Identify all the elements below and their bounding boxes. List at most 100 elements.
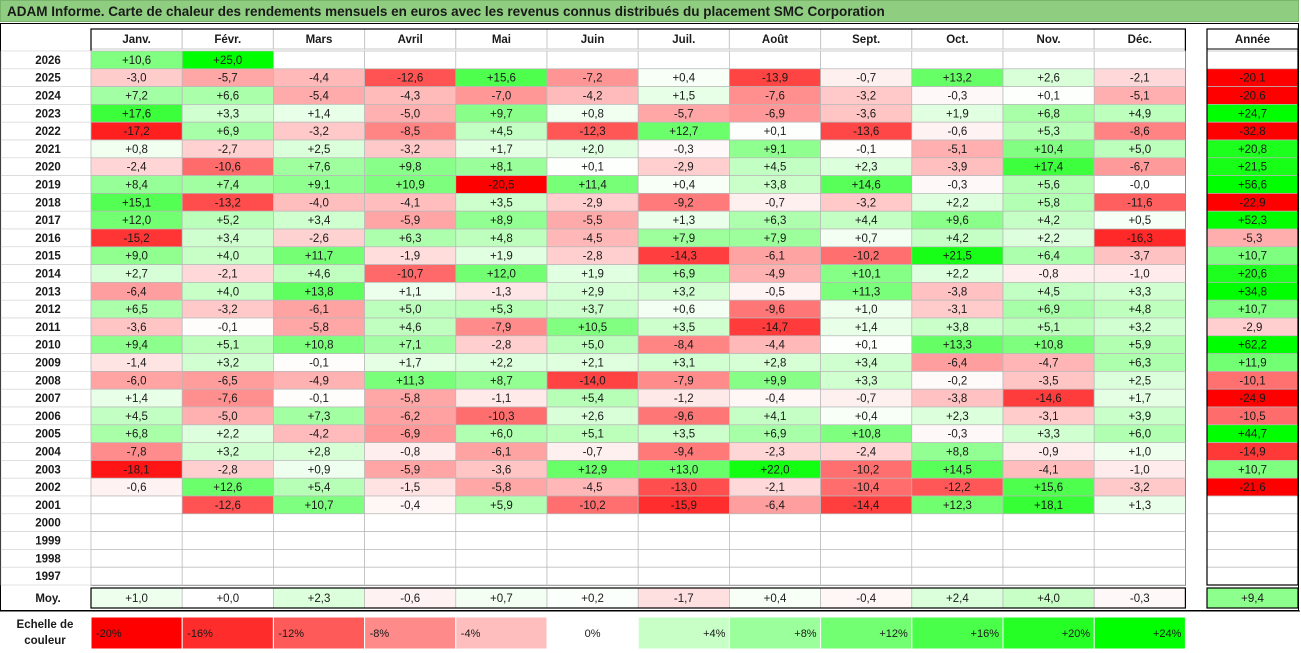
cell-value-2018-10: +2,2 [946, 197, 969, 209]
cell-value-2007-4: -5,8 [400, 393, 420, 405]
cell-value-2005-5: +6,0 [490, 429, 513, 441]
year-label-2007: 2007 [35, 393, 61, 405]
cell-value-2024-3: -5,4 [309, 91, 329, 103]
month-header-12: Déc. [1128, 34, 1152, 46]
heatmap-cell [90, 513, 183, 532]
cell-value-2009-2: +3,2 [216, 358, 239, 370]
cell-value-2003-3: +0,9 [308, 464, 331, 476]
cell-value-2002-8: -2,1 [765, 482, 785, 494]
month-header-2: Févr. [214, 34, 241, 46]
scale-step-12: +24% [1153, 628, 1182, 640]
heatmap-cell [729, 513, 821, 532]
cell-value-2020-1: -2,4 [127, 162, 147, 174]
annual-cell [1206, 50, 1299, 70]
cell-value-2017-10: +9,6 [946, 215, 969, 227]
month-header-5: Mai [492, 34, 511, 46]
month-header-7: Juil. [672, 34, 695, 46]
cell-value-2025-12: -2,1 [1130, 73, 1150, 85]
cell-value-2023-7: -5,7 [674, 108, 694, 120]
heatmap-cell [1002, 549, 1095, 568]
cell-value-2006-10: +2,3 [946, 411, 969, 423]
heatmap-cell [90, 531, 183, 550]
average-value-8: +0,4 [764, 593, 787, 605]
cell-value-2007-8: -0,4 [765, 393, 785, 405]
cell-value-2015-5: +1,9 [490, 251, 513, 263]
cell-value-2018-11: +5,8 [1037, 197, 1060, 209]
cell-value-2013-2: +4,0 [216, 286, 239, 298]
year-label-2017: 2017 [35, 215, 61, 227]
cell-value-2014-11: -0,8 [1039, 269, 1059, 281]
cell-value-2025-8: -13,9 [762, 73, 788, 85]
annual-value-2012: +10,7 [1238, 304, 1267, 316]
heatmap-cell [1002, 531, 1095, 550]
cell-value-2015-3: +11,7 [305, 251, 333, 263]
cell-value-2021-4: -3,2 [400, 144, 420, 156]
cell-value-2011-3: -5,8 [309, 322, 329, 334]
cell-value-2009-7: +3,1 [672, 358, 695, 370]
cell-value-2002-3: +5,4 [308, 482, 331, 494]
average-value-4: -0,6 [400, 593, 420, 605]
cell-value-2021-1: +0,8 [125, 144, 148, 156]
heatmap-cell [1002, 50, 1095, 70]
cell-value-2013-3: +13,8 [304, 286, 333, 298]
cell-value-2018-4: -4,1 [400, 197, 420, 209]
cell-value-2018-6: -2,9 [583, 197, 603, 209]
cell-value-2021-10: -5,1 [947, 144, 967, 156]
annual-value-2006: -10,5 [1239, 411, 1265, 423]
cell-value-2002-1: -0,6 [127, 482, 147, 494]
month-header-10: Oct. [946, 34, 968, 46]
year-label-2022: 2022 [35, 126, 61, 138]
cell-value-2025-6: -7,2 [583, 73, 603, 85]
cell-value-2014-7: +6,9 [672, 269, 695, 281]
heatmap-cell [911, 50, 1004, 70]
cell-value-2011-12: +3,2 [1128, 322, 1151, 334]
cell-value-2002-10: -12,2 [944, 482, 970, 494]
annual-value-2019: +56,6 [1238, 180, 1267, 192]
cell-value-2023-2: +3,3 [216, 108, 239, 120]
annual-value-2010: +62,2 [1238, 340, 1267, 352]
cell-value-2017-9: +4,4 [855, 215, 878, 227]
heatmap-cell [729, 531, 821, 550]
year-label-2001: 2001 [35, 500, 61, 512]
cell-value-2018-3: -4,0 [309, 197, 329, 209]
cell-value-2010-9: +0,1 [855, 340, 878, 352]
heatmap-cell [90, 566, 183, 586]
cell-value-2022-11: +5,3 [1037, 126, 1060, 138]
cell-value-2015-10: +21,5 [943, 251, 972, 263]
cell-value-2018-9: -3,2 [856, 197, 876, 209]
year-label-2012: 2012 [35, 304, 61, 316]
heatmap-cell [455, 549, 548, 568]
heatmap-cell [273, 549, 365, 568]
annual-value-2015: +10,7 [1238, 251, 1267, 263]
cell-value-2020-3: +7,6 [308, 162, 331, 174]
cell-value-2021-7: -0,3 [674, 144, 694, 156]
heatmap-cell [546, 531, 639, 550]
heatmap-cell [911, 531, 1004, 550]
cell-value-2021-8: +9,1 [764, 144, 787, 156]
cell-value-2025-2: -5,7 [218, 73, 238, 85]
cell-value-2005-9: +10,8 [852, 429, 881, 441]
annual-value-2017: +52,3 [1238, 215, 1267, 227]
cell-value-2013-9: +11,3 [852, 286, 880, 298]
cell-value-2008-7: -7,9 [674, 375, 694, 387]
cell-value-2010-11: +10,8 [1034, 340, 1063, 352]
annual-value-2002: -21,6 [1239, 482, 1265, 494]
cell-value-2024-2: +6,6 [216, 91, 239, 103]
cell-value-2016-1: -15,2 [123, 233, 149, 245]
cell-value-2019-8: +3,8 [764, 180, 787, 192]
cell-value-2011-7: +3,5 [672, 322, 695, 334]
annual-value-2016: -5,3 [1243, 233, 1263, 245]
cell-value-2018-5: +3,5 [490, 197, 513, 209]
scale-label-line1: Echelle de [17, 619, 74, 631]
cell-value-2025-1: -3,0 [127, 73, 147, 85]
cell-value-2019-1: +8,4 [125, 180, 148, 192]
average-value-6: +0,2 [581, 593, 604, 605]
cell-value-2018-7: -9,2 [674, 197, 694, 209]
cell-value-2023-9: -3,6 [856, 108, 876, 120]
cell-value-2020-12: -6,7 [1130, 162, 1150, 174]
cell-value-2024-8: -7,6 [765, 91, 785, 103]
heatmap-cell [546, 50, 639, 70]
cell-value-2007-3: -0,1 [309, 393, 329, 405]
cell-value-2016-8: +7,9 [764, 233, 787, 245]
cell-value-2017-8: +6,3 [764, 215, 787, 227]
